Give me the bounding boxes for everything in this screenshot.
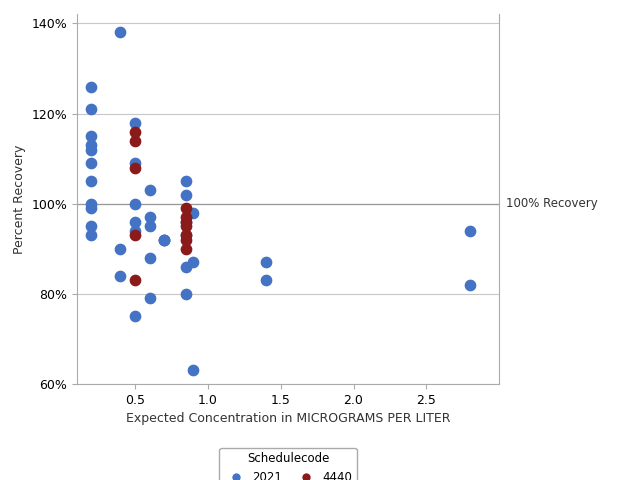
2021 xyxy=(261,258,271,266)
2021 xyxy=(115,29,125,36)
2021 xyxy=(159,236,170,244)
2021 xyxy=(159,236,170,244)
4440 xyxy=(181,218,191,226)
Y-axis label: Percent Recovery: Percent Recovery xyxy=(13,144,26,254)
2021 xyxy=(130,159,140,167)
2021 xyxy=(159,236,170,244)
2021 xyxy=(261,276,271,284)
4440 xyxy=(181,236,191,244)
2021 xyxy=(145,214,155,221)
2021 xyxy=(86,231,97,239)
2021 xyxy=(188,258,198,266)
4440 xyxy=(130,164,140,171)
2021 xyxy=(145,295,155,302)
2021 xyxy=(86,222,97,230)
X-axis label: Expected Concentration in MICROGRAMS PER LITER: Expected Concentration in MICROGRAMS PER… xyxy=(125,412,451,425)
2021 xyxy=(181,263,191,271)
4440 xyxy=(181,245,191,252)
2021 xyxy=(181,290,191,298)
4440 xyxy=(181,204,191,212)
2021 xyxy=(86,141,97,149)
2021 xyxy=(130,312,140,320)
4440 xyxy=(130,276,140,284)
2021 xyxy=(145,186,155,194)
2021 xyxy=(130,200,140,207)
2021 xyxy=(86,204,97,212)
2021 xyxy=(86,105,97,113)
2021 xyxy=(86,132,97,140)
2021 xyxy=(188,209,198,216)
2021 xyxy=(188,367,198,374)
2021 xyxy=(181,177,191,185)
2021 xyxy=(465,227,475,235)
2021 xyxy=(86,146,97,154)
2021 xyxy=(465,281,475,288)
2021 xyxy=(145,254,155,262)
2021 xyxy=(86,177,97,185)
4440 xyxy=(181,214,191,221)
2021 xyxy=(130,119,140,126)
4440 xyxy=(130,137,140,144)
4440 xyxy=(181,231,191,239)
2021 xyxy=(86,200,97,207)
4440 xyxy=(181,222,191,230)
2021 xyxy=(130,218,140,226)
2021 xyxy=(181,191,191,199)
2021 xyxy=(115,245,125,252)
2021 xyxy=(86,83,97,90)
2021 xyxy=(130,227,140,235)
Text: 100% Recovery: 100% Recovery xyxy=(506,197,598,210)
2021 xyxy=(181,218,191,226)
2021 xyxy=(115,272,125,280)
2021 xyxy=(181,231,191,239)
2021 xyxy=(86,159,97,167)
4440 xyxy=(130,231,140,239)
4440 xyxy=(130,128,140,135)
Legend: 2021, 4440: 2021, 4440 xyxy=(219,448,357,480)
2021 xyxy=(145,222,155,230)
